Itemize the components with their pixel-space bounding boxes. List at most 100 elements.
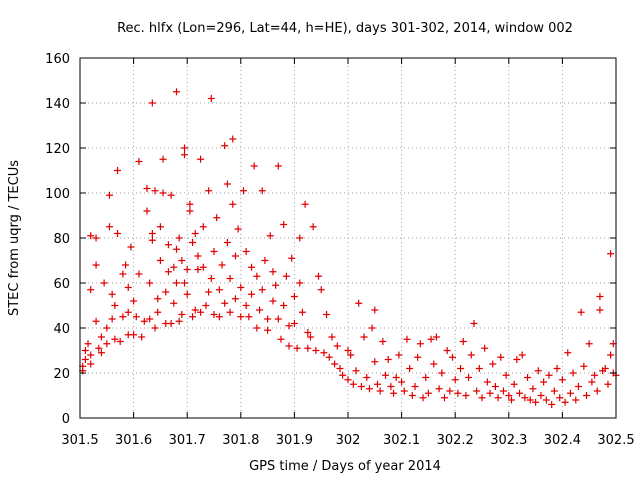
data-point — [564, 349, 572, 357]
data-point — [154, 308, 162, 316]
data-point — [164, 268, 172, 276]
data-point — [210, 311, 218, 318]
data-point — [218, 261, 226, 269]
data-point — [277, 335, 285, 343]
data-point — [156, 223, 164, 231]
data-point — [459, 338, 467, 345]
data-point — [596, 306, 604, 314]
data-point — [465, 374, 473, 381]
data-point — [414, 353, 422, 361]
data-point — [577, 308, 585, 316]
data-point — [304, 344, 312, 352]
data-point — [159, 189, 167, 197]
data-point — [199, 263, 207, 271]
data-point — [108, 315, 116, 323]
data-point — [103, 324, 111, 332]
data-point — [135, 270, 143, 278]
data-point — [272, 281, 280, 289]
data-point — [221, 299, 229, 307]
data-point — [285, 322, 293, 330]
data-point — [424, 389, 432, 397]
data-point — [593, 387, 601, 395]
y-tick-label: 100 — [45, 187, 70, 202]
data-point — [451, 376, 459, 384]
data-point — [502, 371, 510, 379]
data-point — [253, 272, 261, 280]
axis-ticks: 301.5 301.6 301.7 301.8 301.9 302 302.1 302.2 30… — [45, 52, 634, 448]
data-point — [607, 351, 615, 359]
data-point — [462, 392, 470, 399]
data-point — [189, 313, 197, 321]
data-point — [223, 180, 231, 188]
data-point — [344, 347, 352, 354]
x-tick-label: 302 — [336, 433, 361, 448]
data-point — [248, 290, 256, 298]
data-point — [253, 324, 261, 332]
data-point — [352, 367, 360, 375]
data-point — [497, 353, 505, 361]
data-point — [189, 239, 197, 246]
data-point — [213, 214, 221, 222]
data-point — [443, 347, 451, 354]
data-point — [175, 317, 183, 325]
data-point — [499, 387, 507, 395]
data-point — [513, 356, 521, 363]
data-point — [264, 326, 272, 334]
data-point — [178, 311, 186, 318]
y-tick-label: 160 — [45, 52, 70, 67]
x-tick-label: 301.8 — [222, 433, 259, 448]
data-point — [186, 207, 194, 215]
data-point — [457, 365, 465, 372]
y-axis-label: STEC from uqrg / TECUs — [7, 160, 22, 316]
data-point — [438, 369, 446, 377]
data-point — [92, 261, 100, 269]
data-point — [580, 362, 588, 370]
data-point — [542, 396, 550, 404]
y-tick-label: 120 — [45, 142, 70, 157]
data-point — [167, 191, 175, 199]
data-point — [411, 383, 419, 390]
data-point — [156, 257, 164, 264]
x-tick-label: 302.1 — [383, 433, 420, 448]
data-point — [574, 383, 582, 390]
data-point — [81, 356, 89, 363]
data-point — [197, 308, 205, 316]
data-point — [317, 286, 325, 294]
data-point — [296, 279, 304, 287]
data-point — [186, 200, 194, 208]
data-point — [148, 99, 156, 107]
data-point — [132, 313, 140, 321]
data-point — [285, 342, 293, 350]
data-point — [293, 344, 301, 352]
data-point — [87, 360, 95, 368]
data-point — [475, 365, 483, 372]
data-point — [454, 389, 462, 397]
data-point — [111, 335, 119, 343]
y-tick-label: 20 — [53, 367, 70, 382]
data-point — [473, 387, 481, 395]
data-point — [430, 360, 438, 368]
data-point — [175, 234, 183, 242]
data-point — [146, 315, 154, 323]
data-point — [537, 392, 545, 399]
data-point — [489, 360, 497, 368]
data-point — [470, 320, 478, 327]
data-point — [392, 374, 400, 381]
data-point — [339, 371, 347, 379]
data-point — [170, 263, 178, 271]
data-point — [100, 279, 108, 287]
data-point — [427, 335, 435, 343]
data-point — [226, 275, 234, 282]
x-tick-label: 301.7 — [169, 433, 206, 448]
data-point — [325, 353, 333, 361]
data-point — [604, 380, 612, 388]
data-point — [92, 234, 100, 242]
data-point — [245, 313, 253, 321]
data-point — [191, 230, 199, 237]
data-point — [280, 221, 288, 228]
data-point — [446, 387, 454, 395]
x-tick-label: 301.9 — [276, 433, 313, 448]
data-point — [81, 347, 89, 354]
data-point — [395, 351, 403, 359]
